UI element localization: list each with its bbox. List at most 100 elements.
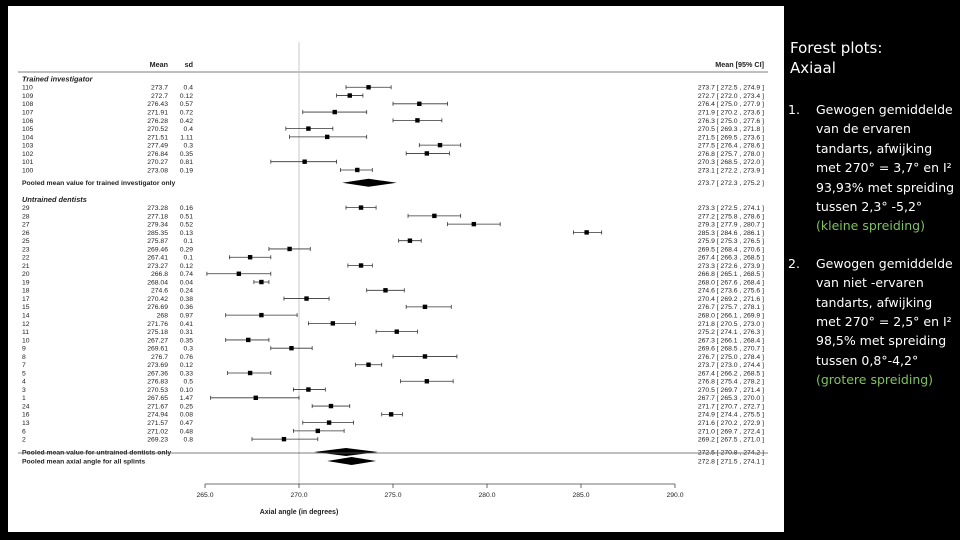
sd-label: 1.47 [180,395,193,402]
point-estimate [383,288,388,293]
sd-label: 0.12 [180,93,193,100]
study-id-label: 106 [22,118,34,125]
point-estimate [471,221,477,227]
mean-label: 267.65 [147,395,168,402]
x-tick-label: 275.0 [384,492,401,499]
sd-label: 1.11 [180,134,193,141]
forest-plot-panel: Mean sd Mean [95% CI] Trained investigator 1… [8,6,784,532]
ci-label: 272.7 [ 272.0 , 273.4 ] [698,93,764,100]
mean-label: 274.6 [151,288,168,295]
mean-label: 269.46 [147,246,168,253]
ci-label: 276.7 [ 275.0 , 278.4 ] [698,354,764,361]
mean-label: 269.61 [147,346,168,353]
sd-label: 0.4 [184,85,194,92]
point-estimate [394,329,399,334]
point-estimate [347,93,352,98]
mean-label: 285.35 [147,230,168,237]
point-estimate [325,134,330,140]
mean-label: 275.87 [147,238,168,245]
point-estimate [281,436,287,442]
x-tick-label: 270.0 [290,492,307,499]
ci-label: 271.7 [ 270.7 , 272.7 ] [698,403,764,410]
study-id-label: 20 [22,271,30,278]
study-id-label: 4 [22,379,26,386]
ci-label: 277.5 [ 276.4 , 278.6 ] [698,143,764,150]
study-id-label: 24 [22,403,30,410]
sd-label: 0.13 [180,230,193,237]
ci-label: 275.9 [ 275.3 , 276.5 ] [698,238,764,245]
study-id-label: 25 [22,238,30,245]
mean-label: 270.53 [147,387,168,394]
point-estimate [326,420,332,425]
study-id-label: 28 [22,213,30,220]
point-estimate [424,379,430,384]
study-id-label: 15 [22,304,30,311]
mean-label: 276.7 [151,354,168,361]
mean-label: 273.08 [147,167,168,174]
point-estimate [366,85,371,90]
study-id-label: 8 [22,354,26,361]
point-estimate [388,412,394,417]
x-tick-label: 265.0 [196,492,213,499]
ci-label: 270.5 [ 269.7 , 271.4 ] [698,387,764,394]
sd-label: 0.33 [180,370,193,377]
sd-label: 0.35 [180,337,193,344]
study-id-label: 5 [22,370,26,377]
sd-label: 0.31 [180,329,193,336]
study-id-label: 2 [22,437,26,444]
ci-label: 267.7 [ 265.3 , 270.0 ] [698,395,764,402]
study-id-label: 7 [22,362,26,369]
slide-text: Forest plots: Axiaal 1. Gewogen gemiddel… [788,38,956,408]
mean-label: 271.91 [147,109,168,116]
study-id-label: 10 [22,337,30,344]
sd-label: 0.12 [180,362,193,369]
point-estimate [259,279,264,285]
group-title: Trained investigator [22,75,94,84]
point-estimate [424,151,430,156]
ci-label: 270.3 [ 268.5 , 272.0 ] [698,159,764,166]
bullet-number: 1. [788,102,800,117]
x-tick-label: 280.0 [478,492,495,499]
study-id-label: 103 [22,143,34,150]
point-estimate [355,167,360,173]
sd-label: 0.81 [180,159,193,166]
pooled-diamond [327,457,377,465]
mean-label: 268 [157,313,169,320]
study-id-label: 102 [22,151,34,158]
sd-label: 0.38 [180,296,193,303]
study-id-label: 11 [22,329,29,336]
x-tick-label: 290.0 [666,492,683,499]
sd-label: 0.97 [180,313,193,320]
sd-label: 0.35 [180,151,193,158]
ci-label: 269.5 [ 268.4 , 270.6 ] [698,246,764,253]
x-axis-label: Axial angle (in degrees) [260,509,339,516]
point-estimate [417,101,422,107]
forest-plot: Mean sd Mean [95% CI]Trained investigator1… [18,42,768,516]
point-estimate [289,345,294,351]
sd-label: 0.8 [184,437,194,444]
ci-label: 268.0 [ 266.1 , 269.9 ] [698,313,764,320]
point-estimate [366,362,371,367]
sd-label: 0.72 [180,109,193,116]
mean-label: 271.67 [147,403,168,410]
ci-label: 269.2 [ 267.5 , 271.0 ] [698,437,764,444]
point-estimate [328,403,334,409]
study-id-label: 9 [22,346,26,353]
study-id-label: 109 [22,93,34,100]
point-estimate [437,142,443,148]
group-title: Untrained dentists [22,195,87,204]
point-estimate [358,263,364,268]
ci-label: 285.3 [ 284.6 , 286.1 ] [698,230,764,237]
study-id-label: 21 [22,263,30,270]
point-estimate [422,354,428,359]
point-estimate [287,246,292,252]
bullet-text: Gewogen gemiddelde van niet -ervaren tan… [816,255,953,368]
ci-label: 276.8 [ 275.4 , 278.2 ] [698,379,764,386]
point-estimate [253,395,258,401]
bullet-point-2: 2. Gewogen gemiddelde van niet -ervaren … [788,254,956,390]
mean-label: 274.94 [147,412,168,419]
slide-title: Forest plots: Axiaal [790,39,883,77]
ci-label: 271.8 [ 270.5 , 273.0 ] [698,321,764,328]
ci-label: 273.7 [ 273.0 , 274.4 ] [698,362,764,369]
mean-label: 276.43 [147,101,168,108]
